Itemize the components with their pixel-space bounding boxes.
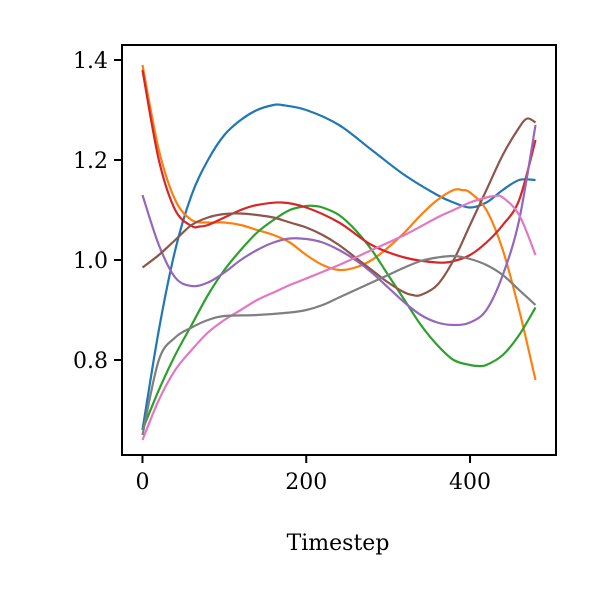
series-line-4 bbox=[141, 69, 537, 264]
plot-lines bbox=[141, 64, 537, 441]
series-line-8 bbox=[141, 254, 537, 436]
y-tick-label: 1.2 bbox=[73, 149, 108, 174]
x-tick-label: 400 bbox=[449, 470, 491, 495]
series-line-7 bbox=[141, 194, 537, 441]
series-line-2 bbox=[141, 64, 537, 381]
y-tick-label: 1.0 bbox=[73, 249, 108, 274]
x-axis-label: Timestep bbox=[287, 531, 390, 556]
series-line-5 bbox=[141, 124, 537, 327]
series-line-1 bbox=[141, 103, 536, 431]
series-line-3 bbox=[141, 204, 537, 431]
y-tick-label: 0.8 bbox=[73, 349, 108, 374]
plot-frame bbox=[121, 44, 557, 456]
x-tick-label: 0 bbox=[135, 470, 149, 495]
y-tick-label: 1.4 bbox=[73, 49, 108, 74]
axes: 0 200 400 0.8 1.0 1.2 1.4 bbox=[73, 44, 557, 495]
x-tick-label: 200 bbox=[285, 470, 327, 495]
